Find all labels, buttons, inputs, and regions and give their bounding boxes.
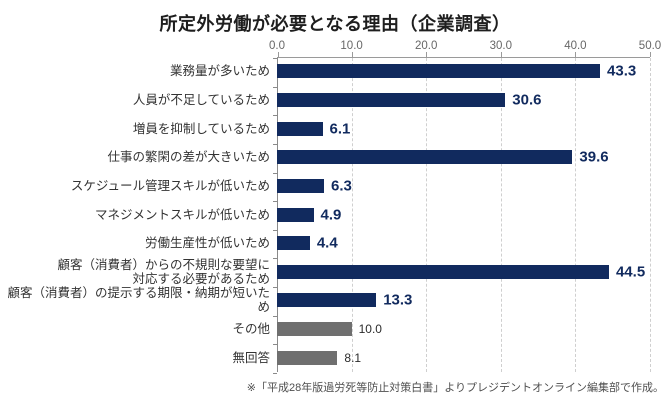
x-axis-tick-label: 50.0 bbox=[638, 40, 662, 52]
category-axis-tick bbox=[273, 287, 277, 288]
axis-tick bbox=[650, 52, 651, 57]
bar-row: 顧客（消費者）からの不規則な要望に 対応する必要があるため 44.5 bbox=[0, 257, 650, 286]
bar-track: 30.6 bbox=[277, 86, 650, 115]
category-axis-tick bbox=[273, 373, 277, 374]
axis-tick bbox=[500, 52, 502, 57]
bar-track: 44.5 bbox=[277, 257, 650, 286]
category-axis-tick bbox=[273, 201, 277, 202]
category-label: 顧客（消費者）の提示する期限・納期が短いため bbox=[7, 286, 270, 315]
bar bbox=[277, 121, 323, 136]
bar-track: 43.3 bbox=[277, 57, 650, 86]
axis-tick bbox=[278, 52, 279, 57]
category-axis-tick bbox=[273, 144, 277, 145]
x-axis-tick-label: 10.0 bbox=[340, 40, 363, 52]
gridline bbox=[351, 58, 353, 372]
value-label: 44.5 bbox=[615, 263, 646, 281]
bar bbox=[277, 92, 506, 107]
value-label: 6.3 bbox=[330, 177, 352, 195]
category-label: スケジュール管理スキルが低いため bbox=[70, 178, 270, 193]
category-label: 人員が不足しているため bbox=[132, 92, 270, 107]
source-note: ※「平成28年版過労死等防止対策白書」よりプレジデントオンライン編集部で作成。 bbox=[246, 382, 664, 394]
bar-rows: 業務量が多いため 43.3 人員が不足しているため 30.6 増員を抑制しているため 6.… bbox=[0, 57, 650, 372]
bar-row: 顧客（消費者）の提示する期限・納期が短いため 13.3 bbox=[0, 286, 650, 315]
bar-row: 人員が不足しているため 30.6 bbox=[0, 86, 650, 115]
bar-track: 6.1 bbox=[277, 114, 650, 143]
x-axis-tick-labels: 0.0 10.0 20.0 30.0 40.0 50.0 bbox=[0, 40, 670, 54]
bar-track: 6.3 bbox=[277, 172, 650, 201]
category-label: 顧客（消費者）からの不規則な要望に 対応する必要があるため bbox=[57, 257, 270, 286]
bar-row: スケジュール管理スキルが低いため 6.3 bbox=[0, 172, 650, 201]
bar bbox=[277, 207, 314, 222]
category-label: 増員を抑制しているため bbox=[132, 121, 270, 136]
category-label: 無回答 bbox=[232, 350, 270, 365]
value-label: 43.3 bbox=[607, 62, 637, 80]
bar bbox=[277, 150, 573, 165]
bar bbox=[277, 350, 338, 365]
x-axis-tick-label: 20.0 bbox=[414, 40, 438, 52]
bar bbox=[277, 236, 310, 251]
category-axis-tick bbox=[273, 87, 277, 88]
category-axis-tick bbox=[273, 316, 277, 317]
value-label: 39.6 bbox=[579, 148, 609, 166]
chart-title: 所定外労働が必要となる理由（企業調査） bbox=[159, 14, 511, 34]
bar-row: その他 10.0 bbox=[0, 315, 650, 344]
category-label: 労働生産性が低いため bbox=[144, 236, 270, 251]
value-label: 10.0 bbox=[358, 322, 382, 337]
bar-track: 8.1 bbox=[277, 343, 650, 372]
value-label: 6.1 bbox=[329, 120, 351, 138]
bar-row: 業務量が多いため 43.3 bbox=[0, 57, 650, 86]
bar bbox=[277, 322, 352, 337]
bar-row: 増員を抑制しているため 6.1 bbox=[0, 114, 650, 143]
category-axis-tick bbox=[273, 344, 277, 345]
x-axis-tick-label: 0.0 bbox=[269, 40, 285, 52]
value-label: 8.1 bbox=[344, 350, 362, 365]
bar bbox=[277, 293, 377, 308]
gridline bbox=[500, 58, 502, 372]
value-label: 4.4 bbox=[316, 234, 338, 252]
bar-track: 10.0 bbox=[277, 315, 650, 344]
category-label: その他 bbox=[232, 322, 270, 337]
value-label: 13.3 bbox=[383, 291, 413, 309]
bar-track: 39.6 bbox=[277, 143, 650, 172]
category-label: 仕事の繁閑の差が大きいため bbox=[107, 150, 270, 165]
category-axis-tick bbox=[273, 230, 277, 231]
bar bbox=[277, 178, 324, 193]
axis-tick bbox=[426, 52, 428, 57]
gridline bbox=[650, 58, 651, 372]
bar-row: 労働生産性が低いため 4.4 bbox=[0, 229, 650, 258]
category-label: マネジメントスキルが低いため bbox=[94, 207, 270, 222]
bar-row: 無回答 8.1 bbox=[0, 343, 650, 372]
bar bbox=[277, 64, 601, 79]
axis-tick bbox=[575, 52, 577, 57]
bar bbox=[277, 264, 609, 279]
x-axis-tick-label: 40.0 bbox=[564, 40, 587, 52]
x-axis-tick-label: 30.0 bbox=[489, 40, 512, 52]
category-axis-tick bbox=[273, 115, 277, 116]
category-axis-tick bbox=[273, 258, 277, 259]
value-label: 4.9 bbox=[320, 206, 342, 224]
bar-track: 4.9 bbox=[277, 200, 650, 229]
gridline bbox=[575, 58, 577, 372]
axis-tick bbox=[351, 52, 353, 57]
bar-track: 13.3 bbox=[277, 286, 650, 315]
gridline bbox=[426, 58, 428, 372]
category-label: 業務量が多いため bbox=[169, 64, 270, 79]
category-axis-tick bbox=[273, 58, 277, 59]
category-axis-tick bbox=[273, 173, 277, 174]
value-label: 30.6 bbox=[512, 91, 542, 109]
bar-track: 4.4 bbox=[277, 229, 650, 258]
bar-row: 仕事の繁閑の差が大きいため 39.6 bbox=[0, 143, 650, 172]
bar-row: マネジメントスキルが低いため 4.9 bbox=[0, 200, 650, 229]
